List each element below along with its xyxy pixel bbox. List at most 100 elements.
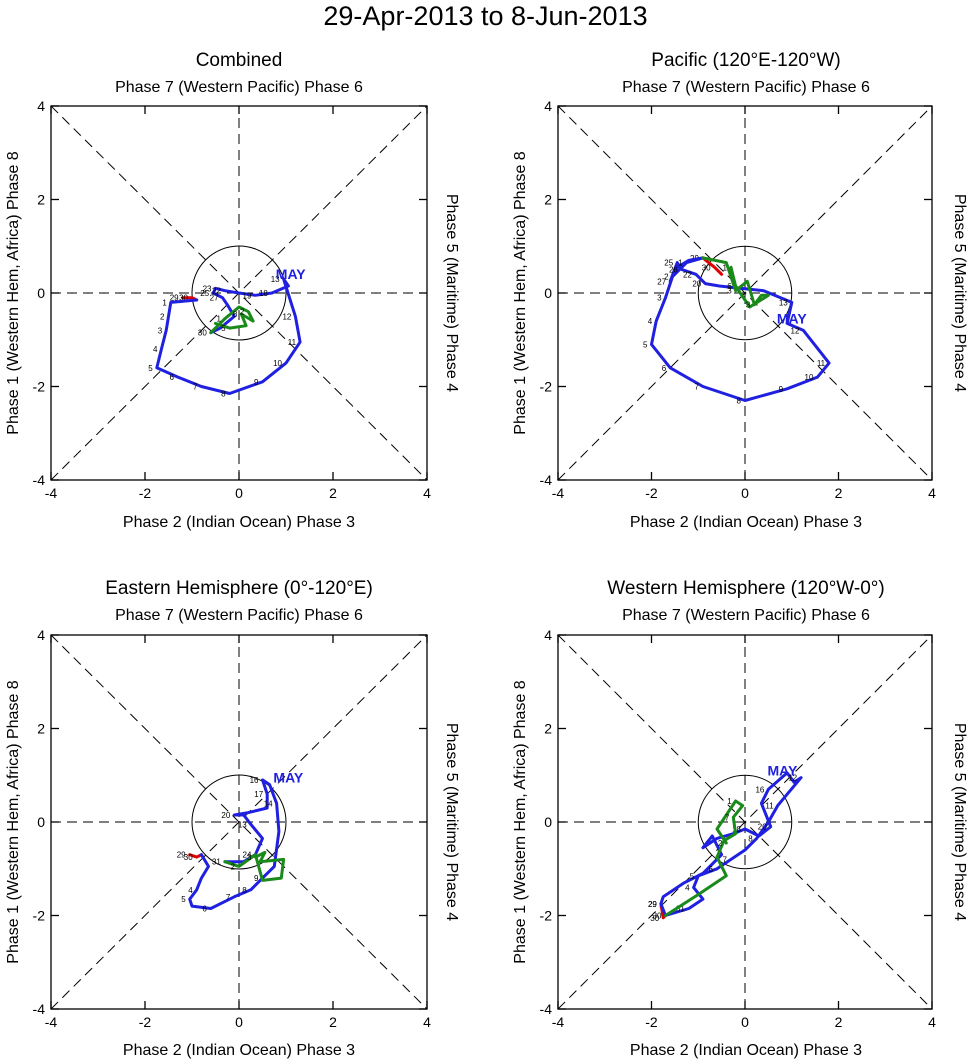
phase-boundary-diagonal (50, 634, 428, 1010)
day-label: 30 (184, 853, 193, 862)
day-label: 8 (242, 886, 247, 895)
top-axis-label: Phase 7 (Western Pacific) Phase 6 (622, 607, 870, 624)
day-label: 2 (664, 273, 669, 282)
series-line-june (209, 305, 255, 335)
x-tick-label: -4 (45, 485, 58, 501)
month-label: MAY (273, 769, 303, 785)
day-label: 11 (817, 359, 826, 368)
day-label: 22 (212, 287, 221, 296)
y-tick-label: -2 (540, 379, 553, 395)
day-label: 27 (657, 277, 666, 286)
series-line-april (701, 256, 724, 276)
y-tick-label: -4 (33, 472, 46, 488)
day-label: 5 (181, 895, 186, 904)
x-tick-label: -4 (45, 1014, 58, 1030)
bottom-axis-label: Phase 2 (Indian Ocean) Phase 3 (123, 1042, 355, 1059)
day-label: 7 (226, 893, 231, 902)
x-tick-label: -4 (552, 1014, 565, 1030)
x-tick-label: 0 (741, 485, 749, 501)
x-tick-label: 2 (835, 485, 843, 501)
day-label: 1 (678, 259, 683, 268)
month-label: MAY (777, 310, 807, 326)
left-axis-label: Phase 1 (Western Hem, Africa) Phase 8 (512, 680, 529, 963)
y-tick-label: 2 (37, 721, 45, 737)
day-label: 8 (737, 397, 742, 406)
series-line-june (701, 256, 770, 309)
bottom-axis-label: Phase 2 (Indian Ocean) Phase 3 (630, 1042, 862, 1059)
right-axis-label: Phase 5 (Maritime) Phase 4 (443, 194, 460, 392)
panel-title: Western Hemisphere (120°W-0°) (607, 578, 884, 599)
day-label: 12 (788, 774, 797, 783)
day-label: 4 (153, 345, 158, 354)
x-tick-label: 0 (741, 1014, 749, 1030)
right-axis-label: Phase 5 (Maritime) Phase 4 (443, 723, 460, 921)
day-label: 20 (758, 823, 767, 832)
day-label: 1 (216, 315, 221, 324)
amplitude-unit-circle (191, 774, 287, 870)
day-label: 27 (210, 294, 219, 303)
day-label: 9 (254, 874, 259, 883)
day-label: 26 (669, 266, 678, 275)
series-line-june (223, 850, 286, 882)
day-label: 9 (779, 385, 784, 394)
panel-title: Combined (196, 50, 283, 71)
day-label: 6 (727, 282, 732, 291)
day-label: 5 (148, 364, 153, 373)
x-tick-label: 2 (329, 1014, 337, 1030)
day-label: 30 (198, 329, 207, 338)
amplitude-unit-circle (191, 245, 287, 341)
day-label: 5 (221, 324, 226, 333)
day-label: 13 (779, 298, 788, 307)
panel-combined: Combined Phase 7 (Western Pacific) Phase… (5, 50, 460, 531)
y-tick-label: -4 (540, 472, 553, 488)
day-label: 6 (708, 865, 713, 874)
day-label: 6 (169, 373, 174, 382)
y-tick-label: -4 (540, 1001, 553, 1017)
panel-pacific: Pacific (120°E-120°W) Phase 7 (Western P… (512, 50, 968, 531)
plot-area: -4 -2 0 2 4-4-202429303145678111216201829307… (540, 627, 937, 1030)
bottom-axis-label: Phase 2 (Indian Ocean) Phase 3 (123, 514, 355, 531)
day-label: 23 (203, 284, 212, 293)
day-label: 30 (653, 912, 662, 921)
panel-title: Eastern Hemisphere (0°-120°E) (105, 578, 373, 599)
y-tick-label: 4 (544, 627, 552, 643)
panel-western-hemisphere: Western Hemisphere (120°W-0°) Phase 7 (W… (512, 578, 968, 1059)
day-label: 29 (648, 900, 657, 909)
month-label: MAY (276, 266, 306, 282)
y-tick-label: 4 (37, 627, 45, 643)
y-tick-label: 4 (544, 98, 552, 114)
amplitude-unit-circle (697, 774, 793, 870)
left-axis-label: Phase 1 (Western Hem, Africa) Phase 8 (512, 151, 529, 434)
top-axis-label: Phase 7 (Western Pacific) Phase 6 (115, 607, 363, 624)
figure-title: 29-Apr-2013 to 8-Jun-2013 (323, 1, 648, 31)
day-label: 3 (746, 301, 751, 310)
y-tick-label: 0 (544, 285, 552, 301)
day-label: 13 (271, 275, 280, 284)
amplitude-unit-circle (697, 245, 793, 341)
day-label: 2 (718, 839, 723, 848)
day-label: 2 (160, 312, 165, 321)
day-label: 10 (805, 373, 814, 382)
day-label: 14 (264, 799, 273, 808)
x-tick-label: -2 (645, 1014, 658, 1030)
x-tick-label: 2 (835, 1014, 843, 1030)
y-tick-label: 2 (544, 721, 552, 737)
x-tick-label: -4 (552, 485, 565, 501)
day-label: 30 (702, 263, 711, 272)
day-label: 3 (727, 287, 732, 296)
day-label: 16 (250, 776, 259, 785)
bottom-axis-label: Phase 2 (Indian Ocean) Phase 3 (630, 514, 862, 531)
x-tick-label: 0 (235, 1014, 243, 1030)
x-tick-label: 4 (423, 1014, 431, 1030)
x-tick-label: 0 (235, 485, 243, 501)
phase-boundary-diagonal (557, 105, 933, 481)
day-label: 24 (243, 851, 252, 860)
day-label: 29 (177, 851, 186, 860)
day-label: 5 (643, 340, 648, 349)
day-label: 20 (692, 280, 701, 289)
day-label: 30 (650, 914, 659, 923)
y-tick-label: 0 (37, 814, 45, 830)
x-tick-label: 4 (928, 485, 936, 501)
day-label: 16 (755, 785, 764, 794)
